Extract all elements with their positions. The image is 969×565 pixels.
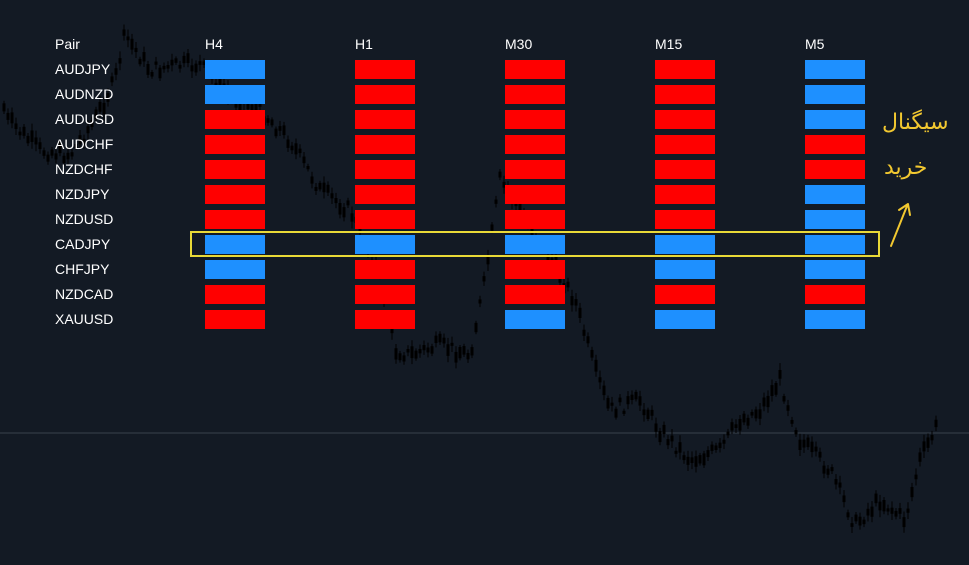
signal-cell-xauusd-h1 xyxy=(355,310,415,329)
annotation-text-signal: سیگنال xyxy=(882,110,949,135)
signal-cell-cadjpy-m30 xyxy=(505,235,565,254)
signal-cell-xauusd-m30 xyxy=(505,310,565,329)
candlestick-series xyxy=(2,24,938,534)
signal-cell-audnzd-m15 xyxy=(655,85,715,104)
signal-cell-audchf-h4 xyxy=(205,135,265,154)
signal-cell-audchf-m5 xyxy=(805,135,865,154)
signal-cell-audusd-m15 xyxy=(655,110,715,129)
signal-cell-nzdjpy-h4 xyxy=(205,185,265,204)
signal-cell-nzdusd-m5 xyxy=(805,210,865,229)
pair-label-nzdjpy: NZDJPY xyxy=(55,186,110,202)
pair-label-audusd: AUDUSD xyxy=(55,111,115,127)
signal-cell-nzdcad-h1 xyxy=(355,285,415,304)
signal-cell-audchf-m15 xyxy=(655,135,715,154)
signal-cell-audnzd-h4 xyxy=(205,85,265,104)
signal-cell-xauusd-m15 xyxy=(655,310,715,329)
signal-cell-nzdcad-m5 xyxy=(805,285,865,304)
signal-cell-nzdchf-m5 xyxy=(805,160,865,179)
signal-cell-nzdusd-h1 xyxy=(355,210,415,229)
signal-cell-nzdjpy-h1 xyxy=(355,185,415,204)
signal-cell-cadjpy-h4 xyxy=(205,235,265,254)
pair-label-audchf: AUDCHF xyxy=(55,136,114,152)
signal-cell-cadjpy-h1 xyxy=(355,235,415,254)
signal-cell-chfjpy-m5 xyxy=(805,260,865,279)
signal-cell-nzdchf-h4 xyxy=(205,160,265,179)
arrow-up-right-icon xyxy=(890,203,911,247)
signal-cell-audnzd-m30 xyxy=(505,85,565,104)
signal-cell-audjpy-m15 xyxy=(655,60,715,79)
signal-cell-nzdusd-h4 xyxy=(205,210,265,229)
signal-cell-nzdcad-m30 xyxy=(505,285,565,304)
signal-cell-nzdjpy-m15 xyxy=(655,185,715,204)
signal-cell-nzdusd-m15 xyxy=(655,210,715,229)
timeframe-header-m5: M5 xyxy=(805,36,825,52)
signal-cell-audjpy-h1 xyxy=(355,60,415,79)
pair-label-audjpy: AUDJPY xyxy=(55,61,111,77)
signal-cell-audusd-m30 xyxy=(505,110,565,129)
signal-cell-chfjpy-m30 xyxy=(505,260,565,279)
signal-cell-chfjpy-h4 xyxy=(205,260,265,279)
signal-cell-audjpy-h4 xyxy=(205,60,265,79)
pair-label-xauusd: XAUUSD xyxy=(55,311,114,327)
signal-cell-audchf-m30 xyxy=(505,135,565,154)
signal-cell-nzdjpy-m5 xyxy=(805,185,865,204)
pair-label-cadjpy: CADJPY xyxy=(55,236,111,252)
annotation-text-buy: خرید xyxy=(884,155,928,180)
pair-label-nzdcad: NZDCAD xyxy=(55,286,114,302)
pair-label-nzdchf: NZDCHF xyxy=(55,161,113,177)
signal-cell-nzdcad-h4 xyxy=(205,285,265,304)
signal-cell-cadjpy-m5 xyxy=(805,235,865,254)
signal-cell-cadjpy-m15 xyxy=(655,235,715,254)
signal-cell-nzdusd-m30 xyxy=(505,210,565,229)
signal-cell-audnzd-m5 xyxy=(805,85,865,104)
pair-label-nzdusd: NZDUSD xyxy=(55,211,114,227)
signal-cell-audusd-h4 xyxy=(205,110,265,129)
signal-cell-audnzd-h1 xyxy=(355,85,415,104)
timeframe-header-h1: H1 xyxy=(355,36,373,52)
signal-cell-nzdchf-m30 xyxy=(505,160,565,179)
signal-cell-audjpy-m30 xyxy=(505,60,565,79)
timeframe-header-m15: M15 xyxy=(655,36,683,52)
timeframe-header-h4: H4 xyxy=(205,36,223,52)
signal-cell-audjpy-m5 xyxy=(805,60,865,79)
signal-cell-nzdchf-m15 xyxy=(655,160,715,179)
highlight-box xyxy=(190,231,880,257)
signal-cell-nzdcad-m15 xyxy=(655,285,715,304)
pair-label-audnzd: AUDNZD xyxy=(55,86,114,102)
signal-cell-audusd-m5 xyxy=(805,110,865,129)
signal-cell-nzdjpy-m30 xyxy=(505,185,565,204)
pair-column-header: Pair xyxy=(55,36,80,52)
signal-cell-chfjpy-h1 xyxy=(355,260,415,279)
signal-cell-xauusd-m5 xyxy=(805,310,865,329)
signal-cell-audusd-h1 xyxy=(355,110,415,129)
signal-cell-chfjpy-m15 xyxy=(655,260,715,279)
timeframe-header-m30: M30 xyxy=(505,36,533,52)
signal-cell-nzdchf-h1 xyxy=(355,160,415,179)
signal-cell-xauusd-h4 xyxy=(205,310,265,329)
signal-cell-audchf-h1 xyxy=(355,135,415,154)
pair-label-chfjpy: CHFJPY xyxy=(55,261,110,277)
